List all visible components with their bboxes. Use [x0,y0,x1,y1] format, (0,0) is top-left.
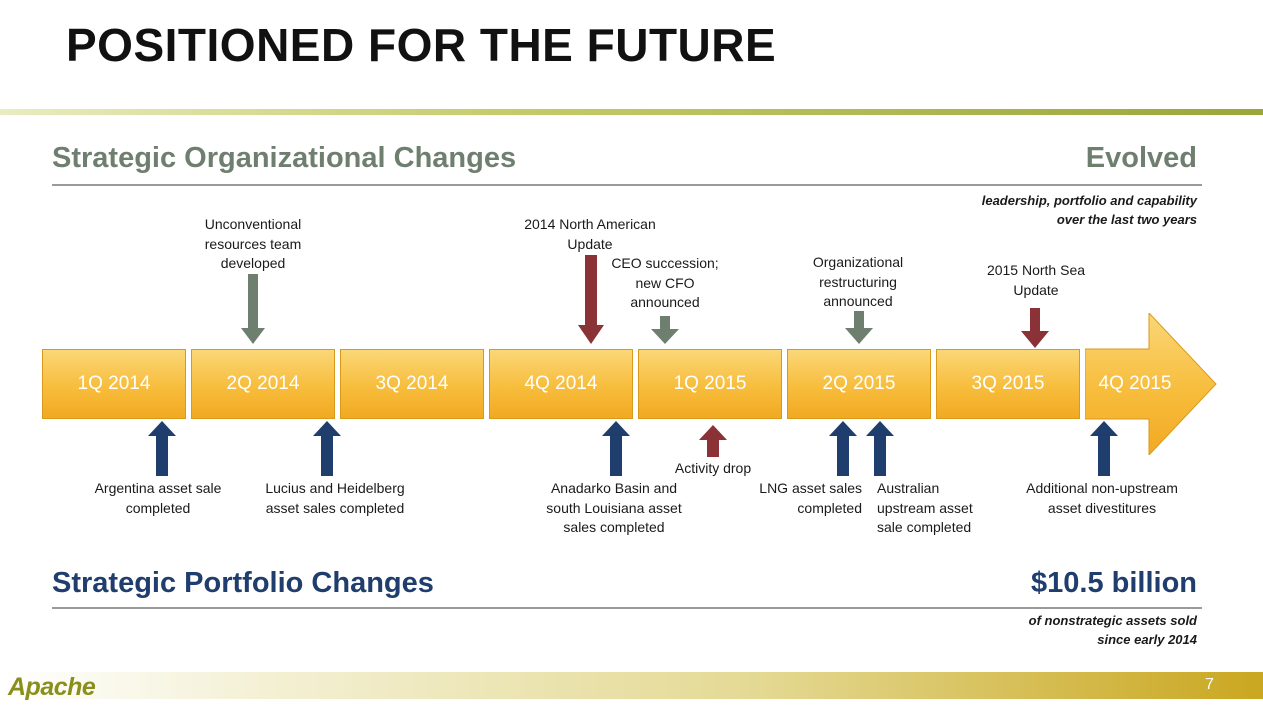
portfolio-section-right-heading: $10.5 billion [1031,567,1197,599]
quarter-box-3q-2015: 3Q 2015 [936,349,1080,419]
event-label-ceo-succession: CEO succession; new CFO announced [605,254,725,313]
org-section-heading: Strategic Organizational Changes [52,142,517,174]
event-label-line: upstream asset [877,499,973,516]
timeline-arrow-head [1084,311,1217,460]
org-note-line-1: leadership, portfolio and capability [981,193,1197,208]
down-arrow-icon [1021,308,1049,348]
event-label-line: LNG asset sales [759,480,862,496]
portfolio-section-note: of nonstrategic assets sold since early … [1029,611,1197,649]
down-arrow-icon [845,311,873,344]
title-divider [0,109,1263,115]
down-arrow-icon [651,316,679,344]
org-section-note: leadership, portfolio and capability ove… [982,191,1197,229]
event-label-line: sales completed [563,519,665,535]
page-number: 7 [1205,676,1214,693]
event-label-line: Update [1013,281,1059,298]
event-label-line: sale completed [877,519,972,535]
event-label-lng: LNG asset sales completed [740,479,862,518]
event-label-unconventional: Unconventional resources team developed [193,215,313,274]
quarter-box-2q-2014: 2Q 2014 [191,349,335,419]
org-note-line-2: over the last two years [1056,212,1197,227]
up-arrow-icon [699,425,727,457]
event-label-line: Argentina asset sale [94,480,222,496]
page-title: POSITIONED FOR THE FUTURE [66,19,777,71]
quarter-box-1q-2014: 1Q 2014 [42,349,186,419]
event-label-line: developed [220,255,286,271]
org-section-right-heading: Evolved [1085,142,1197,174]
event-label-line: completed [125,499,191,516]
event-label-north-american-update: 2014 North American Update [510,215,670,254]
event-label-line: resources team [204,235,302,252]
quarter-box-2q-2015: 2Q 2015 [787,349,931,419]
event-label-line: Update [567,235,613,252]
event-label-line: Activity drop [674,460,752,476]
quarter-box-1q-2015: 1Q 2015 [638,349,782,419]
event-label-line: restructuring [819,273,897,290]
quarter-box-4q-2015: 4Q 2015 [1098,373,1172,394]
portfolio-note-line-1: of nonstrategic assets sold [1028,613,1197,628]
event-label-line: asset divestitures [1047,499,1157,516]
up-arrow-icon [1090,421,1118,476]
event-label-line: Organizational [812,254,904,270]
down-arrow-icon [241,274,265,344]
up-arrow-icon [829,421,857,476]
event-label-line: asset sales completed [265,499,405,516]
event-label-line: Australian [877,480,940,496]
apache-logo: Apache [8,673,96,701]
event-label-australian: Australian upstream asset sale completed [877,479,997,538]
up-arrow-icon [866,421,894,476]
event-label-line: 2015 North Sea [986,262,1086,278]
event-label-line: Anadarko Basin and [550,480,678,496]
event-label-line: Lucius and Heidelberg [265,480,405,496]
footer-bar [0,672,1263,699]
event-label-argentina: Argentina asset sale completed [82,479,234,518]
portfolio-note-line-2: since early 2014 [1097,632,1197,647]
up-arrow-icon [148,421,176,476]
event-label-line: completed [797,499,862,516]
up-arrow-icon [602,421,630,476]
event-label-line: 2014 North American [524,216,656,232]
portfolio-section-heading: Strategic Portfolio Changes [52,567,434,599]
down-arrow-icon [578,255,604,344]
event-label-line: announced [630,294,700,310]
event-label-org-restructuring: Organizational restructuring announced [797,253,919,312]
event-label-lucius-heidelberg: Lucius and Heidelberg asset sales comple… [250,479,420,518]
up-arrow-icon [313,421,341,476]
org-section-divider [52,184,1202,186]
quarter-box-3q-2014: 3Q 2014 [340,349,484,419]
event-label-non-upstream: Additional non-upstream asset divestitur… [1012,479,1192,518]
quarter-box-4q-2014: 4Q 2014 [489,349,633,419]
event-label-line: south Louisiana asset [546,499,682,516]
portfolio-section-divider [52,607,1202,609]
event-label-anadarko-louisiana: Anadarko Basin and south Louisiana asset… [534,479,694,538]
event-label-line: new CFO [635,274,695,291]
event-label-line: CEO succession; [611,255,719,271]
event-label-line: announced [823,293,893,309]
event-label-north-sea-update: 2015 North Sea Update [975,261,1097,300]
event-label-line: Additional non-upstream [1026,480,1178,496]
event-label-activity-drop: Activity drop [658,459,768,479]
event-label-line: Unconventional [204,216,302,232]
